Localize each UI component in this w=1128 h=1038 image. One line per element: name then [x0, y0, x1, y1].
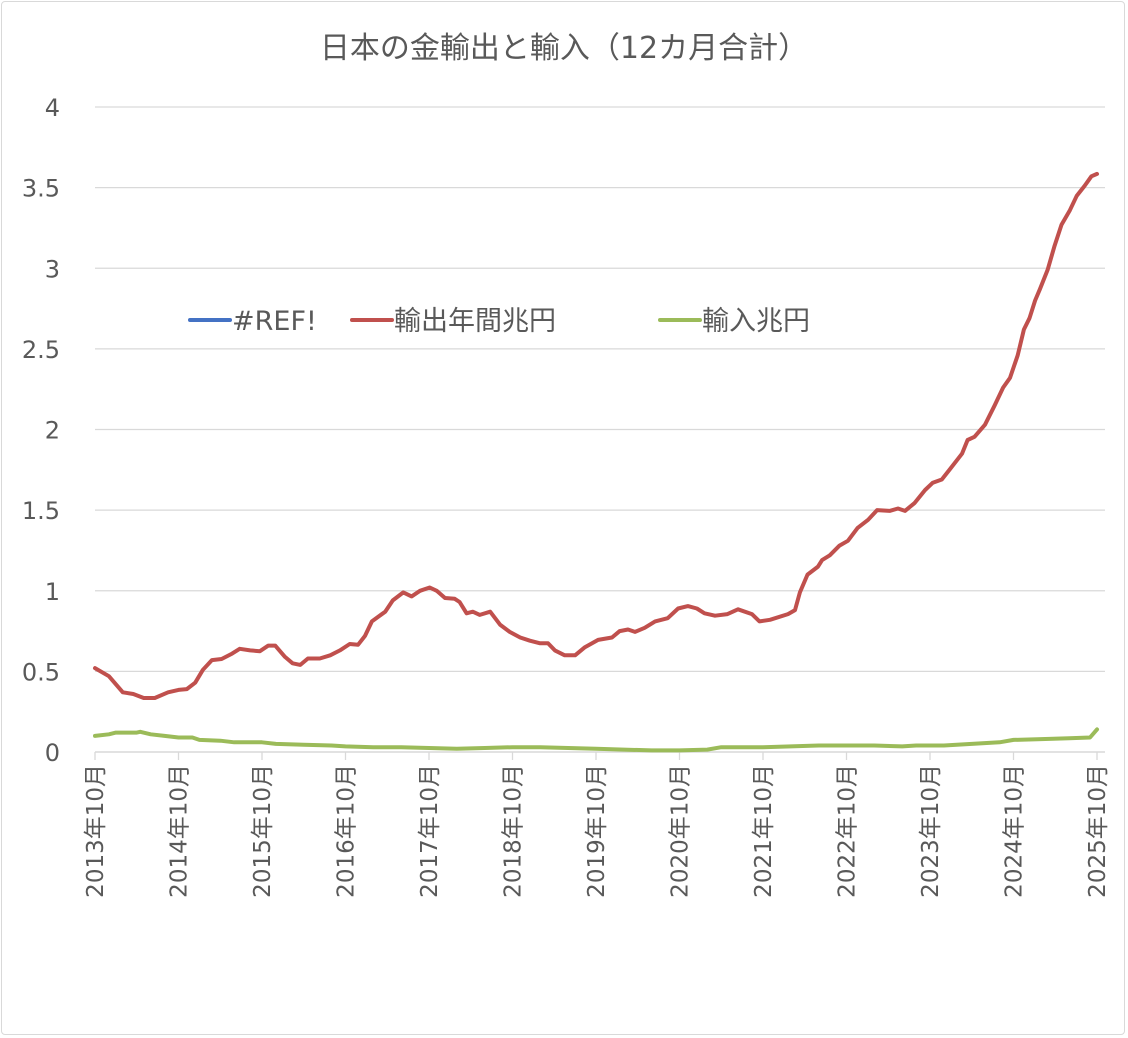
x-tick-label: 2023年10月 [918, 764, 944, 898]
x-tick-label: 2025年10月 [1085, 764, 1111, 898]
legend-label-1: 輸出年間兆円 [394, 306, 556, 337]
x-tick-label: 2018年10月 [501, 764, 527, 898]
x-tick-label: 2020年10月 [668, 764, 694, 898]
chart-title: 日本の金輸出と輸入（12カ月合計） [320, 31, 808, 66]
legend-label-0: #REF! [232, 306, 317, 337]
x-tick-label: 2024年10月 [1002, 764, 1028, 898]
x-tick-label: 2022年10月 [835, 764, 861, 898]
y-tick-label: 2.5 [22, 336, 60, 364]
x-tick-label: 2021年10月 [751, 764, 777, 898]
y-tick-label: 1.5 [22, 497, 60, 525]
y-tick-label: 3.5 [22, 175, 60, 203]
y-tick-label: 0 [45, 739, 60, 767]
y-axis: 0 0.5 1 1.5 2 2.5 3 3.5 4 [22, 94, 60, 767]
x-axis: 2013年10月 2014年10月 2015年10月 2016年10月 2017年10月… [83, 752, 1111, 898]
y-tick-label: 3 [45, 255, 60, 283]
x-tick-label: 2019年10月 [584, 764, 610, 898]
y-tick-label: 2 [45, 417, 60, 445]
x-tick-label: 2013年10月 [83, 764, 109, 898]
x-tick-label: 2014年10月 [167, 764, 193, 898]
y-tick-label: 1 [45, 578, 60, 606]
legend-label-2: 輸入兆円 [702, 306, 810, 337]
legend: #REF! 輸出年間兆円 輸入兆円 [188, 306, 810, 337]
x-tick-label: 2017年10月 [417, 764, 443, 898]
x-tick-label: 2016年10月 [334, 764, 360, 898]
x-tick-label: 2015年10月 [250, 764, 276, 898]
y-tick-label: 0.5 [22, 658, 60, 686]
series-line-1 [93, 171, 1099, 700]
series-line-2 [93, 727, 1099, 753]
gridlines [95, 106, 1105, 753]
series-lines [93, 171, 1099, 753]
y-tick-label: 4 [45, 94, 60, 122]
